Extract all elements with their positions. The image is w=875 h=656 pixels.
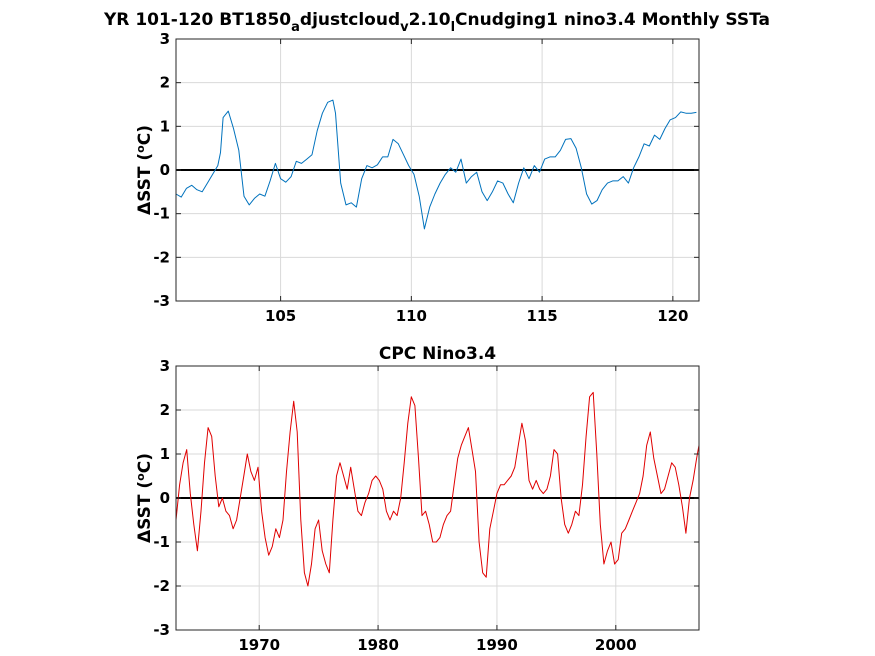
y-tick-label: 1 bbox=[160, 445, 170, 463]
y-axis-label: ΔSST (oC) bbox=[134, 453, 155, 543]
x-tick-label: 2000 bbox=[595, 636, 637, 654]
x-tick-label: 1980 bbox=[357, 636, 399, 654]
x-tick-label: 120 bbox=[657, 307, 688, 325]
y-tick-label: 0 bbox=[160, 161, 170, 179]
chart-title: YR 101-120 BT1850adjustcloudv2.10lCnudgi… bbox=[103, 10, 770, 35]
x-tick-label: 110 bbox=[396, 307, 427, 325]
y-tick-label: -1 bbox=[153, 533, 170, 551]
axes-top-model-sst: 105 110 115 120 -3 -2 -1 0 1 2 3 ΔSST (oC) YR 101-12… bbox=[103, 10, 770, 325]
y-axis-label: ΔSST (oC) bbox=[134, 125, 155, 215]
y-tick-label: 3 bbox=[160, 357, 170, 375]
y-tick-label: 2 bbox=[160, 74, 170, 92]
y-tick-label: -2 bbox=[153, 248, 170, 266]
series-line bbox=[175, 99, 697, 230]
x-tick-label: 1970 bbox=[238, 636, 280, 654]
series-line bbox=[175, 391, 700, 587]
x-tick-label: 105 bbox=[265, 307, 296, 325]
x-tick-label: 115 bbox=[526, 307, 557, 325]
axes-bottom-cpc-nino34: 1970 1980 1990 2000 -3 -2 -1 0 1 2 3 ΔSST (oC) CPC N… bbox=[134, 344, 700, 654]
y-tick-label: 3 bbox=[160, 30, 170, 48]
y-tick-label: -3 bbox=[153, 621, 170, 639]
y-tick-label: 0 bbox=[160, 489, 170, 507]
y-tick-label: -1 bbox=[153, 205, 170, 223]
y-tick-label: 2 bbox=[160, 401, 170, 419]
x-tick-label: 1990 bbox=[476, 636, 518, 654]
y-tick-label: -3 bbox=[153, 292, 170, 310]
y-tick-label: 1 bbox=[160, 117, 170, 135]
chart-title: CPC Nino3.4 bbox=[379, 344, 496, 364]
y-tick-label: -2 bbox=[153, 577, 170, 595]
